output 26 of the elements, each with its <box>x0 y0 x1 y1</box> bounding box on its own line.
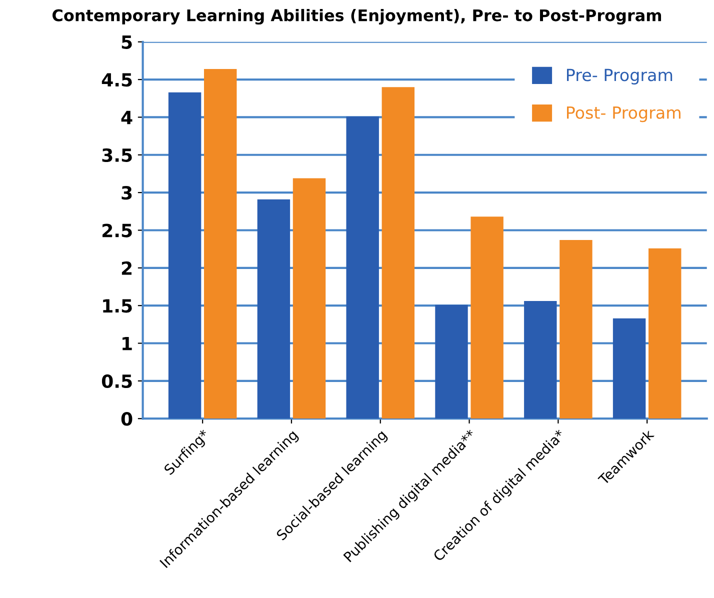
bar <box>524 301 557 419</box>
bar <box>257 199 290 419</box>
legend-label: Pre- Program <box>567 68 672 84</box>
y-tick-label: 0 <box>121 412 132 426</box>
bar <box>292 178 326 419</box>
y-tick-label: 4.5 <box>102 73 132 87</box>
bar <box>435 304 468 419</box>
y-tick-label: 2.5 <box>102 224 132 238</box>
bar <box>168 92 202 419</box>
y-tick-label: 0.5 <box>102 374 132 388</box>
bar <box>560 240 592 419</box>
y-tick-label: 3 <box>122 186 132 200</box>
bar <box>346 116 379 419</box>
bar <box>470 216 504 419</box>
y-tick-label: 5 <box>122 36 132 49</box>
y-tick-label: 3.5 <box>102 148 132 162</box>
y-tick-label: 2 <box>122 261 132 275</box>
y-tick-label: 4 <box>121 110 132 124</box>
legend-label: Post- Program <box>567 106 680 122</box>
bar <box>382 87 415 419</box>
bar <box>648 248 682 419</box>
bar <box>612 318 646 419</box>
y-tick-label: 1.5 <box>103 299 132 313</box>
y-tick-label: 1 <box>122 336 132 350</box>
chart-title: Contemporary Learning Abilities (Enjoyment), Pre- to Post-Program <box>52 8 662 25</box>
bar <box>204 68 237 419</box>
